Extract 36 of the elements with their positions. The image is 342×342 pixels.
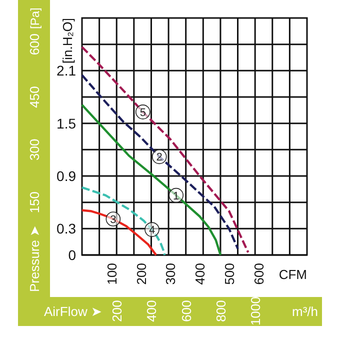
x2-tick-label: 1000 (248, 296, 264, 326)
y2-tick-label: 150 (27, 191, 42, 214)
x2-tick-label: 800 (213, 300, 228, 322)
y-tick-label: 2.1 (56, 62, 76, 79)
y2-tick-label: 300 (27, 138, 42, 161)
x-tick-label: 600 (251, 263, 266, 285)
y-tick-label: 0 (68, 247, 76, 263)
x2-tick-label: 200 (110, 300, 125, 322)
series-label: 2 (156, 152, 162, 164)
line-series (80, 209, 158, 256)
y2-tick-label: 600 (27, 33, 42, 56)
line-series (80, 186, 166, 256)
series-label: 3 (110, 214, 116, 226)
series-label: 4 (148, 224, 156, 237)
line-series (80, 46, 250, 254)
x-axis-title: CFM (278, 267, 307, 282)
y2-axis-title: [Pa] (28, 8, 42, 29)
x2-tick-label: 600 (178, 300, 194, 322)
y-tick-label: 0.3 (56, 220, 76, 237)
x-tick-label: 100 (104, 263, 120, 285)
y2-tick-label: 450 (27, 86, 42, 108)
x-tick-label: 300 (163, 263, 178, 285)
x2-tick-label: 400 (144, 300, 160, 322)
y-tick-label: 0.9 (56, 168, 76, 184)
text: Pressure ➤ (27, 225, 42, 292)
x-tick-label: 200 (134, 263, 149, 285)
series-label: 5 (140, 106, 146, 119)
x-tick-label: 500 (222, 263, 238, 285)
line-series (80, 74, 239, 250)
x-tick-label: 400 (192, 263, 208, 285)
line-series (80, 104, 222, 256)
text: AirFlow ➤ (44, 304, 102, 319)
y-axis-title: [in.H₂O] (60, 18, 75, 64)
series-label: 1 (173, 190, 180, 202)
x2-axis-title: m³/h (292, 304, 318, 319)
y-tick-label: 1.5 (56, 115, 76, 132)
